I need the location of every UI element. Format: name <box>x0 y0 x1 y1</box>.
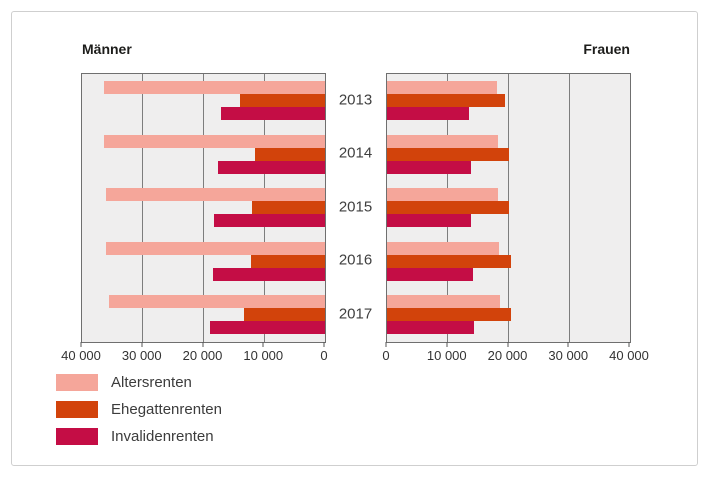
bar-frauen-2014-altersrenten <box>387 134 499 148</box>
legend-label: Invalidenrenten <box>111 427 214 445</box>
plot-area-frauen <box>386 73 631 343</box>
bar-frauen-2015-altersrenten <box>387 188 499 202</box>
plot-area-maenner <box>81 73 326 343</box>
year-label-2016: 2016 <box>338 251 373 269</box>
axis-tick <box>385 342 387 347</box>
legend-swatch-invalidenrenten <box>56 427 98 445</box>
legend-label: Ehegattenrenten <box>111 400 222 418</box>
bar-männer-2016-ehegattenrenten <box>250 254 325 268</box>
axis-tick <box>80 342 82 347</box>
bar-männer-2016-altersrenten <box>106 241 325 255</box>
x-axis-frauen: 0 10 000 20 000 30 000 40 000 <box>382 342 649 366</box>
legend-swatch-ehegattenrenten <box>56 400 98 418</box>
bar-männer-2015-invalidenrenten <box>213 214 325 228</box>
axis-tick-label: 20 000 <box>487 348 528 363</box>
bar-männer-2017-altersrenten <box>108 295 325 309</box>
bar-frauen-2013-altersrenten <box>387 81 497 94</box>
bar-frauen-2017-invalidenrenten <box>387 321 475 335</box>
bar-frauen-2014-invalidenrenten <box>387 160 471 174</box>
x-axis-maenner: 0 10 000 20 000 30 000 40 000 <box>61 342 328 366</box>
axis-tick <box>141 342 143 347</box>
axis-tick-label: 40 000 <box>61 348 101 363</box>
axis-tick <box>202 342 203 347</box>
axis-tick <box>628 342 630 347</box>
bar-männer-2014-invalidenrenten <box>218 160 325 174</box>
bar-männer-2013-invalidenrenten <box>220 107 325 120</box>
axis-tick-label: 30 000 <box>121 348 162 363</box>
legend: Altersrenten Ehegattenrenten Invalidenrent… <box>56 372 222 453</box>
axis-tick <box>446 342 448 347</box>
bar-männer-2013-ehegattenrenten <box>239 94 325 107</box>
bar-frauen-2014-ehegattenrenten <box>387 147 509 161</box>
bar-männer-2016-invalidenrenten <box>212 267 325 281</box>
bar-frauen-2017-altersrenten <box>387 295 500 309</box>
axis-tick <box>323 342 325 347</box>
axis-tick <box>262 342 264 347</box>
axis-tick-label: 10 000 <box>426 348 467 363</box>
bar-männer-2014-altersrenten <box>104 134 325 148</box>
axis-tick-label: 0 <box>382 348 390 363</box>
year-label-2013: 2013 <box>338 91 373 108</box>
legend-row-invalidenrenten: Invalidenrenten <box>56 426 222 446</box>
bar-frauen-2017-ehegattenrenten <box>387 308 511 322</box>
legend-row-ehegattenrenten: Ehegattenrenten <box>56 399 222 419</box>
axis-tick-label: 30 000 <box>548 348 589 363</box>
axis-tick-label: 0 <box>320 348 328 363</box>
axis-tick-label: 10 000 <box>243 348 284 363</box>
axis-tick <box>507 342 508 347</box>
bar-männer-2015-altersrenten <box>106 188 325 202</box>
gridline-30000 <box>142 74 144 342</box>
bar-männer-2017-ehegattenrenten <box>243 308 325 322</box>
year-label-2014: 2014 <box>338 144 373 162</box>
year-label-2015: 2015 <box>338 198 373 216</box>
bar-frauen-2016-altersrenten <box>387 241 500 255</box>
bar-männer-2014-ehegattenrenten <box>255 147 325 161</box>
bar-männer-2017-invalidenrenten <box>209 321 325 335</box>
bar-männer-2013-altersrenten <box>103 81 325 94</box>
bar-frauen-2013-invalidenrenten <box>387 107 469 120</box>
bar-frauen-2016-invalidenrenten <box>387 267 474 281</box>
bar-frauen-2015-invalidenrenten <box>387 214 472 228</box>
axis-tick-label: 20 000 <box>182 348 223 363</box>
gridline-20000 <box>203 74 204 342</box>
gridline-30000 <box>568 74 570 342</box>
bar-frauen-2016-ehegattenrenten <box>387 254 511 268</box>
bar-männer-2015-ehegattenrenten <box>251 201 325 215</box>
year-label-2017: 2017 <box>338 305 373 323</box>
legend-label: Altersrenten <box>111 373 192 391</box>
year-axis-labels: 2013 2014 2015 2016 2017 <box>324 73 387 341</box>
bar-frauen-2015-ehegattenrenten <box>387 201 510 215</box>
legend-row-altersrenten: Altersrenten <box>56 372 222 392</box>
bar-frauen-2013-ehegattenrenten <box>387 94 506 107</box>
axis-tick <box>567 342 569 347</box>
panel-title-maenner: Männer <box>82 41 132 57</box>
panel-title-frauen: Frauen <box>583 41 630 57</box>
axis-tick-label: 40 000 <box>609 348 649 363</box>
legend-swatch-altersrenten <box>56 373 98 391</box>
